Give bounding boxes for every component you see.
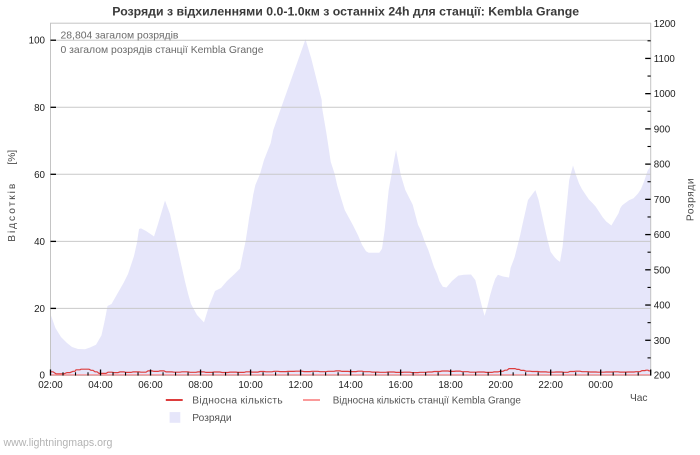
svg-text:200: 200 [654, 370, 671, 381]
svg-text:100: 100 [29, 36, 46, 47]
svg-text:16:00: 16:00 [388, 380, 413, 391]
svg-text:600: 600 [654, 230, 671, 241]
svg-text:06:00: 06:00 [138, 380, 163, 391]
svg-text:Відсотків: Відсотків [7, 182, 18, 242]
svg-text:18:00: 18:00 [438, 380, 463, 391]
svg-text:700: 700 [654, 195, 671, 206]
svg-text:00:00: 00:00 [588, 380, 613, 391]
svg-text:08:00: 08:00 [188, 380, 213, 391]
svg-text:Відносна кількість: Відносна кількість [192, 396, 283, 407]
svg-text:10:00: 10:00 [238, 380, 263, 391]
svg-text:Час: Час [630, 393, 648, 404]
svg-text:0 загалом розрядів станції Kem: 0 загалом розрядів станції Kembla Grange [61, 45, 264, 56]
svg-text:www.lightningmaps.org: www.lightningmaps.org [3, 437, 113, 449]
svg-text:1200: 1200 [654, 19, 676, 30]
svg-text:20: 20 [34, 304, 45, 315]
svg-text:Відносна кількість станції Kem: Відносна кількість станції Kembla Grange [333, 396, 522, 407]
svg-text:1000: 1000 [654, 89, 676, 100]
svg-text:Розряди: Розряди [686, 178, 697, 221]
svg-text:Розряди з відхиленнями 0.0-1.0: Розряди з відхиленнями 0.0-1.0км з остан… [112, 5, 579, 19]
svg-text:Розряди: Розряди [192, 413, 231, 424]
svg-text:28,804 загалом розрядів: 28,804 загалом розрядів [61, 30, 179, 41]
svg-text:20:00: 20:00 [488, 380, 513, 391]
svg-text:900: 900 [654, 124, 671, 135]
svg-text:500: 500 [654, 265, 671, 276]
svg-text:0: 0 [40, 370, 46, 381]
svg-text:60: 60 [34, 170, 45, 181]
svg-text:1100: 1100 [654, 54, 676, 65]
svg-text:400: 400 [654, 301, 671, 312]
svg-text:300: 300 [654, 336, 671, 347]
svg-text:80: 80 [34, 103, 45, 114]
svg-text:02:00: 02:00 [38, 380, 63, 391]
svg-text:800: 800 [654, 160, 671, 171]
svg-text:04:00: 04:00 [88, 380, 113, 391]
svg-text:40: 40 [34, 237, 45, 248]
svg-text:[%]: [%] [7, 150, 18, 165]
svg-text:12:00: 12:00 [288, 380, 313, 391]
svg-text:14:00: 14:00 [338, 380, 363, 391]
svg-text:22:00: 22:00 [538, 380, 563, 391]
